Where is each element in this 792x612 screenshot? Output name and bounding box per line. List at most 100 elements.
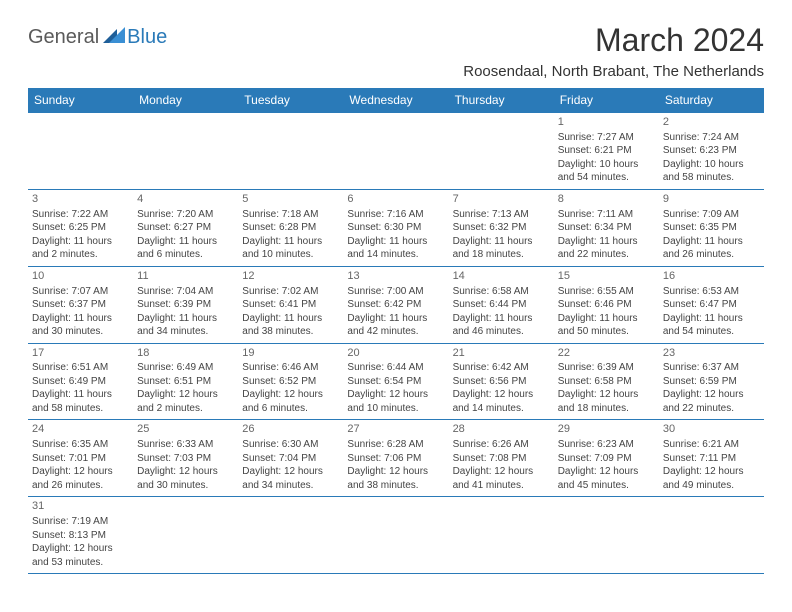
calendar-cell — [343, 113, 448, 190]
sunset-text: Sunset: 7:09 PM — [558, 452, 655, 466]
daylight-text: Daylight: 11 hours and 30 minutes. — [32, 312, 129, 339]
sunrise-text: Sunrise: 7:24 AM — [663, 131, 760, 145]
day-number: 28 — [453, 422, 550, 437]
sunset-text: Sunset: 6:23 PM — [663, 144, 760, 158]
day-number: 30 — [663, 422, 760, 437]
day-number: 22 — [558, 346, 655, 361]
daylight-text: Daylight: 12 hours and 10 minutes. — [347, 388, 444, 415]
calendar-cell: 25Sunrise: 6:33 AMSunset: 7:03 PMDayligh… — [133, 420, 238, 497]
weekday-header: Saturday — [659, 88, 764, 113]
calendar-cell: 7Sunrise: 7:13 AMSunset: 6:32 PMDaylight… — [449, 189, 554, 266]
sunrise-text: Sunrise: 6:35 AM — [32, 438, 129, 452]
sunrise-text: Sunrise: 6:33 AM — [137, 438, 234, 452]
sunrise-text: Sunrise: 7:07 AM — [32, 285, 129, 299]
day-number: 8 — [558, 192, 655, 207]
sunset-text: Sunset: 6:28 PM — [242, 221, 339, 235]
sunrise-text: Sunrise: 7:04 AM — [137, 285, 234, 299]
sunset-text: Sunset: 6:51 PM — [137, 375, 234, 389]
daylight-text: Daylight: 12 hours and 14 minutes. — [453, 388, 550, 415]
sunset-text: Sunset: 6:34 PM — [558, 221, 655, 235]
day-number: 25 — [137, 422, 234, 437]
daylight-text: Daylight: 12 hours and 30 minutes. — [137, 465, 234, 492]
sunset-text: Sunset: 6:49 PM — [32, 375, 129, 389]
flag-icon — [103, 27, 125, 48]
weekday-header: Monday — [133, 88, 238, 113]
sunset-text: Sunset: 6:37 PM — [32, 298, 129, 312]
daylight-text: Daylight: 12 hours and 6 minutes. — [242, 388, 339, 415]
daylight-text: Daylight: 11 hours and 26 minutes. — [663, 235, 760, 262]
sunrise-text: Sunrise: 7:00 AM — [347, 285, 444, 299]
calendar-cell: 28Sunrise: 6:26 AMSunset: 7:08 PMDayligh… — [449, 420, 554, 497]
sunset-text: Sunset: 6:32 PM — [453, 221, 550, 235]
sunset-text: Sunset: 7:11 PM — [663, 452, 760, 466]
sunrise-text: Sunrise: 6:37 AM — [663, 361, 760, 375]
calendar-cell — [133, 497, 238, 574]
daylight-text: Daylight: 10 hours and 58 minutes. — [663, 158, 760, 185]
daylight-text: Daylight: 12 hours and 34 minutes. — [242, 465, 339, 492]
calendar-cell — [238, 497, 343, 574]
daylight-text: Daylight: 10 hours and 54 minutes. — [558, 158, 655, 185]
title-block: March 2024 Roosendaal, North Brabant, Th… — [463, 22, 764, 80]
sunrise-text: Sunrise: 7:18 AM — [242, 208, 339, 222]
sunrise-text: Sunrise: 7:16 AM — [347, 208, 444, 222]
calendar-cell: 6Sunrise: 7:16 AMSunset: 6:30 PMDaylight… — [343, 189, 448, 266]
calendar-cell: 13Sunrise: 7:00 AMSunset: 6:42 PMDayligh… — [343, 266, 448, 343]
daylight-text: Daylight: 11 hours and 38 minutes. — [242, 312, 339, 339]
weekday-header: Tuesday — [238, 88, 343, 113]
sunrise-text: Sunrise: 7:22 AM — [32, 208, 129, 222]
calendar-cell — [659, 497, 764, 574]
calendar-cell — [343, 497, 448, 574]
sunrise-text: Sunrise: 6:44 AM — [347, 361, 444, 375]
calendar-cell: 15Sunrise: 6:55 AMSunset: 6:46 PMDayligh… — [554, 266, 659, 343]
daylight-text: Daylight: 12 hours and 26 minutes. — [32, 465, 129, 492]
sunrise-text: Sunrise: 6:28 AM — [347, 438, 444, 452]
daylight-text: Daylight: 11 hours and 54 minutes. — [663, 312, 760, 339]
weekday-header: Sunday — [28, 88, 133, 113]
calendar-cell: 29Sunrise: 6:23 AMSunset: 7:09 PMDayligh… — [554, 420, 659, 497]
sunset-text: Sunset: 6:27 PM — [137, 221, 234, 235]
calendar-cell — [449, 497, 554, 574]
calendar-cell: 31Sunrise: 7:19 AMSunset: 8:13 PMDayligh… — [28, 497, 133, 574]
daylight-text: Daylight: 12 hours and 22 minutes. — [663, 388, 760, 415]
calendar-cell: 20Sunrise: 6:44 AMSunset: 6:54 PMDayligh… — [343, 343, 448, 420]
calendar-week: 24Sunrise: 6:35 AMSunset: 7:01 PMDayligh… — [28, 420, 764, 497]
calendar-cell: 12Sunrise: 7:02 AMSunset: 6:41 PMDayligh… — [238, 266, 343, 343]
sunset-text: Sunset: 6:30 PM — [347, 221, 444, 235]
day-number: 21 — [453, 346, 550, 361]
day-number: 18 — [137, 346, 234, 361]
calendar-cell: 23Sunrise: 6:37 AMSunset: 6:59 PMDayligh… — [659, 343, 764, 420]
calendar-cell — [449, 113, 554, 190]
sunrise-text: Sunrise: 6:42 AM — [453, 361, 550, 375]
calendar-cell: 11Sunrise: 7:04 AMSunset: 6:39 PMDayligh… — [133, 266, 238, 343]
daylight-text: Daylight: 11 hours and 42 minutes. — [347, 312, 444, 339]
calendar-cell: 22Sunrise: 6:39 AMSunset: 6:58 PMDayligh… — [554, 343, 659, 420]
weekday-row: SundayMondayTuesdayWednesdayThursdayFrid… — [28, 88, 764, 113]
calendar-week: 1Sunrise: 7:27 AMSunset: 6:21 PMDaylight… — [28, 113, 764, 190]
sunrise-text: Sunrise: 7:20 AM — [137, 208, 234, 222]
daylight-text: Daylight: 11 hours and 22 minutes. — [558, 235, 655, 262]
sunset-text: Sunset: 6:44 PM — [453, 298, 550, 312]
logo-blue: Blue — [127, 26, 167, 49]
calendar-cell: 1Sunrise: 7:27 AMSunset: 6:21 PMDaylight… — [554, 113, 659, 190]
daylight-text: Daylight: 11 hours and 50 minutes. — [558, 312, 655, 339]
sunset-text: Sunset: 6:21 PM — [558, 144, 655, 158]
day-number: 13 — [347, 269, 444, 284]
calendar-cell: 3Sunrise: 7:22 AMSunset: 6:25 PMDaylight… — [28, 189, 133, 266]
calendar-cell: 16Sunrise: 6:53 AMSunset: 6:47 PMDayligh… — [659, 266, 764, 343]
sunrise-text: Sunrise: 6:53 AM — [663, 285, 760, 299]
calendar-cell: 8Sunrise: 7:11 AMSunset: 6:34 PMDaylight… — [554, 189, 659, 266]
calendar-cell: 9Sunrise: 7:09 AMSunset: 6:35 PMDaylight… — [659, 189, 764, 266]
daylight-text: Daylight: 11 hours and 10 minutes. — [242, 235, 339, 262]
calendar-cell — [554, 497, 659, 574]
daylight-text: Daylight: 11 hours and 6 minutes. — [137, 235, 234, 262]
daylight-text: Daylight: 11 hours and 58 minutes. — [32, 388, 129, 415]
calendar-body: 1Sunrise: 7:27 AMSunset: 6:21 PMDaylight… — [28, 113, 764, 574]
sunrise-text: Sunrise: 6:30 AM — [242, 438, 339, 452]
day-number: 4 — [137, 192, 234, 207]
sunset-text: Sunset: 6:35 PM — [663, 221, 760, 235]
sunrise-text: Sunrise: 7:19 AM — [32, 515, 129, 529]
sunrise-text: Sunrise: 7:27 AM — [558, 131, 655, 145]
calendar-week: 31Sunrise: 7:19 AMSunset: 8:13 PMDayligh… — [28, 497, 764, 574]
day-number: 7 — [453, 192, 550, 207]
calendar-cell — [28, 113, 133, 190]
